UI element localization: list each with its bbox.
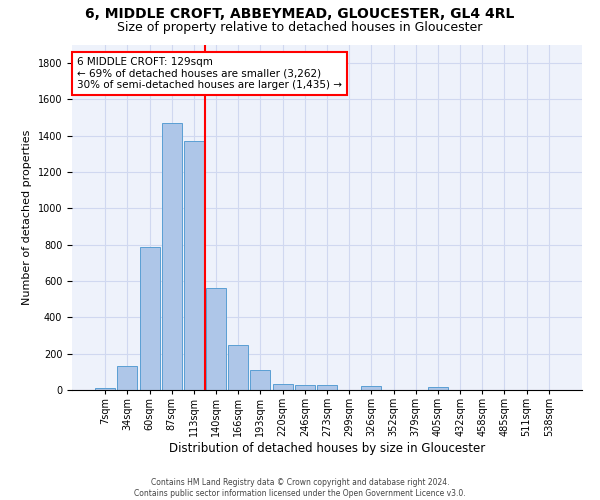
Bar: [428, 388, 448, 390]
Bar: [317, 386, 337, 390]
Bar: [295, 384, 315, 390]
Bar: [228, 344, 248, 390]
Bar: [95, 388, 115, 390]
Bar: [118, 366, 137, 390]
Bar: [206, 288, 226, 390]
Bar: [272, 384, 293, 390]
Text: Size of property relative to detached houses in Gloucester: Size of property relative to detached ho…: [118, 21, 482, 34]
Text: Contains HM Land Registry data © Crown copyright and database right 2024.
Contai: Contains HM Land Registry data © Crown c…: [134, 478, 466, 498]
Bar: [184, 141, 204, 390]
Text: 6, MIDDLE CROFT, ABBEYMEAD, GLOUCESTER, GL4 4RL: 6, MIDDLE CROFT, ABBEYMEAD, GLOUCESTER, …: [85, 8, 515, 22]
Y-axis label: Number of detached properties: Number of detached properties: [22, 130, 32, 305]
Bar: [140, 246, 160, 390]
Bar: [162, 123, 182, 390]
Bar: [250, 370, 271, 390]
X-axis label: Distribution of detached houses by size in Gloucester: Distribution of detached houses by size …: [169, 442, 485, 455]
Text: 6 MIDDLE CROFT: 129sqm
← 69% of detached houses are smaller (3,262)
30% of semi-: 6 MIDDLE CROFT: 129sqm ← 69% of detached…: [77, 57, 342, 90]
Bar: [361, 386, 382, 390]
